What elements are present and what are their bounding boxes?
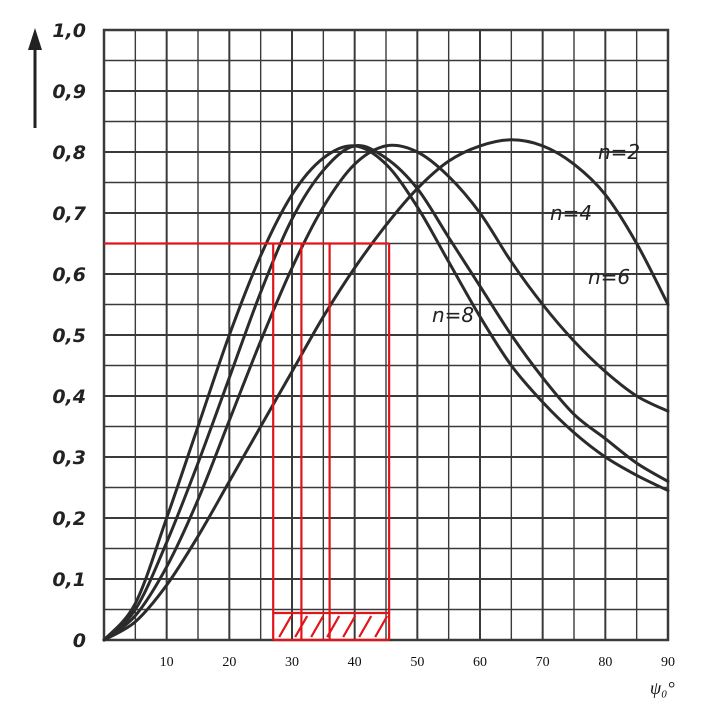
y-tick-label: 0,1 xyxy=(52,569,86,591)
y-tick-label: 0,8 xyxy=(52,142,86,164)
y-tick-label: 1,0 xyxy=(52,20,86,42)
annotation-hatch xyxy=(358,615,373,638)
y-tick-label: 0 xyxy=(73,630,86,652)
curve-label-n6: n=6 xyxy=(588,265,630,289)
x-tick-label: 60 xyxy=(473,655,487,670)
x-tick-label: 90 xyxy=(661,655,675,670)
x-tick-label: 50 xyxy=(410,655,424,670)
annotations xyxy=(104,242,391,642)
annotation-hatch xyxy=(342,615,357,638)
y-tick-label: 0,9 xyxy=(52,81,86,103)
annotation-hatch xyxy=(310,615,325,638)
series-line-n8 xyxy=(102,144,670,642)
curve-label-n2: n=2 xyxy=(598,140,640,164)
x-tick-label: 30 xyxy=(285,655,299,670)
x-tick-label: 40 xyxy=(348,655,362,670)
series-line-n2 xyxy=(102,138,670,642)
y-tick-label: 0,6 xyxy=(52,264,86,286)
x-tick-label: 70 xyxy=(536,655,550,670)
y-tick-label: 0,3 xyxy=(52,447,86,469)
tick-labels: 0 0,1 0,2 0,3 0,4 0,5 0,6 0,7 0,8 0,9 1,0 10 20 30 40 5… xyxy=(52,20,675,670)
x-tick-label: 20 xyxy=(222,655,236,670)
series-line-n4 xyxy=(102,143,670,642)
curve-label-n8: n=8 xyxy=(432,303,474,327)
y-tick-label: 0,2 xyxy=(52,508,86,530)
series-line-n6 xyxy=(102,144,670,642)
annotation-hatch xyxy=(326,615,341,638)
x-tick-label: 80 xyxy=(598,655,612,670)
annotation-hatch xyxy=(278,615,293,638)
x-axis-label: ψ₀° xyxy=(650,678,675,698)
y-tick-label: 0,4 xyxy=(52,386,86,408)
x-tick-label: 10 xyxy=(160,655,174,670)
arrow-up-icon xyxy=(28,28,42,128)
y-tick-label: 0,7 xyxy=(52,203,86,225)
annotation-hatch xyxy=(374,615,389,638)
y-tick-label: 0,5 xyxy=(52,325,86,347)
curve-label-n4: n=4 xyxy=(550,201,592,225)
curves xyxy=(102,138,670,642)
grid xyxy=(102,28,670,642)
annotation-hatch xyxy=(294,615,309,638)
